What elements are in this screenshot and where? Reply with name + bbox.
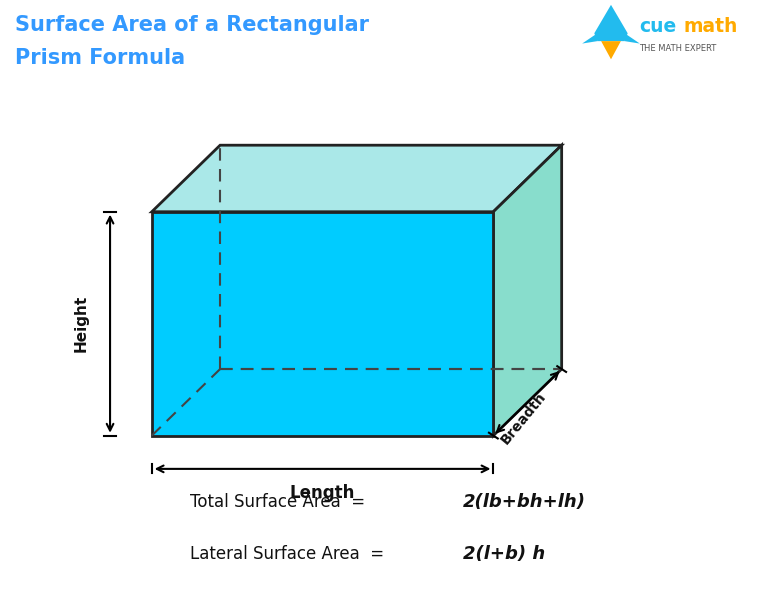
Text: Lateral Surface Area  =: Lateral Surface Area = <box>190 544 395 563</box>
Text: 2(lb+bh+lh): 2(lb+bh+lh) <box>463 493 586 511</box>
Text: Breadth: Breadth <box>499 390 550 447</box>
Text: Surface Area of a Rectangular: Surface Area of a Rectangular <box>15 15 369 35</box>
Text: cue: cue <box>639 17 676 36</box>
Polygon shape <box>152 212 493 436</box>
Polygon shape <box>493 145 562 436</box>
Polygon shape <box>601 41 621 59</box>
Polygon shape <box>152 145 562 212</box>
Polygon shape <box>625 33 640 44</box>
Text: Total Surface Area  =  2(lb+bh+lh): Total Surface Area = 2(lb+bh+lh) <box>367 502 392 503</box>
Text: Prism Formula: Prism Formula <box>15 48 185 68</box>
Text: Total Surface Area  =: Total Surface Area = <box>190 493 376 511</box>
Text: Length: Length <box>290 484 355 502</box>
Text: 2(l+b) h: 2(l+b) h <box>463 544 545 563</box>
Polygon shape <box>582 33 597 44</box>
Polygon shape <box>594 5 628 41</box>
Text: THE MATH EXPERT: THE MATH EXPERT <box>639 44 716 53</box>
Text: math: math <box>683 17 738 36</box>
Text: Height: Height <box>74 295 89 352</box>
